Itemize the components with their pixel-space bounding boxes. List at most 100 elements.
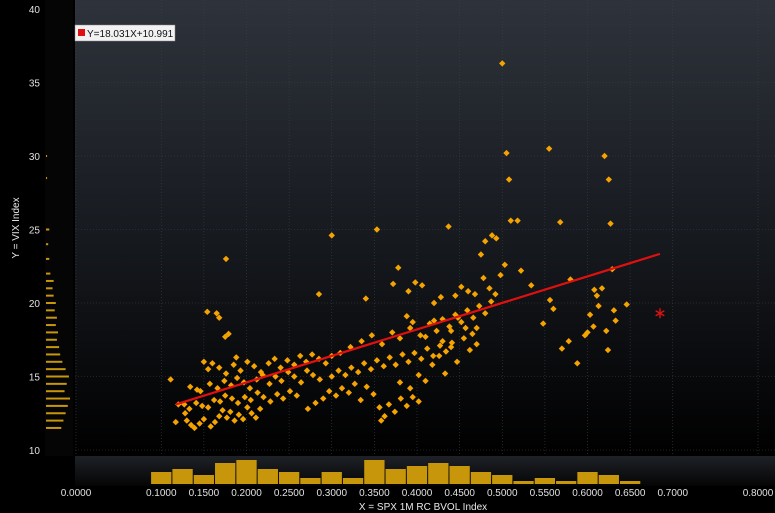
y-tick-label: 20: [29, 299, 41, 310]
x-tick-label: 0.6500: [615, 488, 646, 499]
current-point-marker: [655, 308, 665, 319]
y-axis-ticks: 10 15 20 25 30 35 40: [29, 5, 41, 457]
data-point: [241, 393, 248, 401]
data-point: [405, 358, 412, 365]
data-point: [223, 414, 231, 421]
y-tick-label: 10: [29, 446, 41, 457]
data-point: [362, 295, 370, 302]
data-point: [471, 290, 479, 298]
data-point: [193, 386, 201, 393]
y-tick-label: 30: [29, 152, 41, 163]
data-point: [473, 324, 480, 332]
data-point: [403, 402, 410, 410]
data-point: [210, 396, 218, 404]
data-point: [345, 389, 352, 396]
data-point: [221, 333, 229, 341]
y-histogram-bar: [46, 346, 60, 349]
x-histogram-bar: [406, 466, 428, 484]
data-point: [234, 399, 242, 407]
data-point: [386, 354, 393, 361]
data-point: [277, 364, 284, 371]
data-point: [373, 357, 381, 364]
data-point: [389, 329, 396, 336]
data-point: [546, 296, 554, 304]
data-point: [271, 355, 278, 363]
data-point: [204, 365, 212, 373]
data-point: [209, 360, 216, 367]
data-point: [590, 323, 597, 330]
y-histogram: [46, 155, 70, 429]
y-tick-label: 25: [29, 226, 41, 237]
data-point: [315, 290, 323, 298]
y-tick-label: 15: [29, 373, 41, 384]
data-point: [244, 358, 251, 365]
data-point: [396, 335, 404, 342]
data-point: [332, 392, 340, 399]
data-point: [250, 363, 258, 370]
data-point: [256, 405, 264, 413]
x-tick-label: 0.1000: [146, 488, 177, 499]
data-point: [601, 152, 608, 160]
data-point: [574, 360, 581, 367]
data-point: [447, 327, 455, 335]
data-point: [466, 346, 474, 354]
data-point: [503, 149, 510, 157]
data-point: [452, 292, 459, 299]
x-histogram-bar: [577, 472, 598, 484]
data-point: [412, 279, 419, 286]
data-point: [221, 392, 229, 399]
y-histogram-bar: [46, 324, 56, 327]
data-point: [586, 311, 594, 318]
x-histogram-bar: [172, 469, 193, 484]
data-point: [167, 376, 174, 383]
x-histogram-bar: [619, 481, 641, 484]
data-point: [377, 417, 385, 424]
x-histogram-bar: [513, 481, 534, 484]
data-point: [517, 267, 525, 274]
x-histogram-bar: [215, 463, 236, 484]
data-point: [462, 324, 469, 332]
legend-box: [74, 24, 176, 42]
data-point: [244, 404, 251, 411]
y-histogram-bar: [46, 331, 58, 334]
current-point-stroke: [655, 310, 665, 317]
data-point: [216, 412, 223, 420]
y-histogram-bar: [46, 338, 57, 341]
data-point: [612, 317, 619, 324]
data-point: [557, 218, 564, 226]
x-tick-label: 0.1500: [189, 488, 220, 499]
data-point: [460, 335, 468, 342]
data-point: [480, 274, 487, 282]
data-point: [429, 352, 437, 360]
data-point: [358, 338, 365, 345]
data-point: [497, 271, 504, 279]
data-point: [607, 220, 614, 227]
data-point: [501, 261, 509, 268]
data-point: [216, 364, 223, 371]
x-tick-label: 0.0000: [61, 488, 92, 499]
data-point: [418, 355, 425, 363]
data-point: [396, 379, 404, 386]
data-point: [610, 307, 618, 314]
data-point: [487, 298, 495, 305]
data-point: [545, 145, 553, 152]
y-histogram-bar: [46, 382, 67, 385]
data-point: [458, 318, 465, 326]
data-point: [422, 333, 429, 341]
data-point: [297, 379, 305, 386]
data-point: [411, 349, 418, 357]
data-point: [247, 396, 254, 404]
y-histogram-background: [45, 0, 73, 456]
data-point: [448, 339, 456, 346]
x-histogram-bar: [428, 463, 449, 484]
y-tick-label: 35: [29, 79, 41, 90]
data-point: [482, 310, 489, 317]
x-tick-label: 0.5000: [487, 488, 518, 499]
data-point: [266, 380, 273, 388]
data-point: [370, 390, 377, 398]
data-point: [206, 380, 214, 388]
x-tick-label: 0.2500: [274, 488, 305, 499]
data-point: [389, 280, 397, 288]
data-point: [200, 415, 208, 423]
y-histogram-bar: [46, 228, 50, 231]
